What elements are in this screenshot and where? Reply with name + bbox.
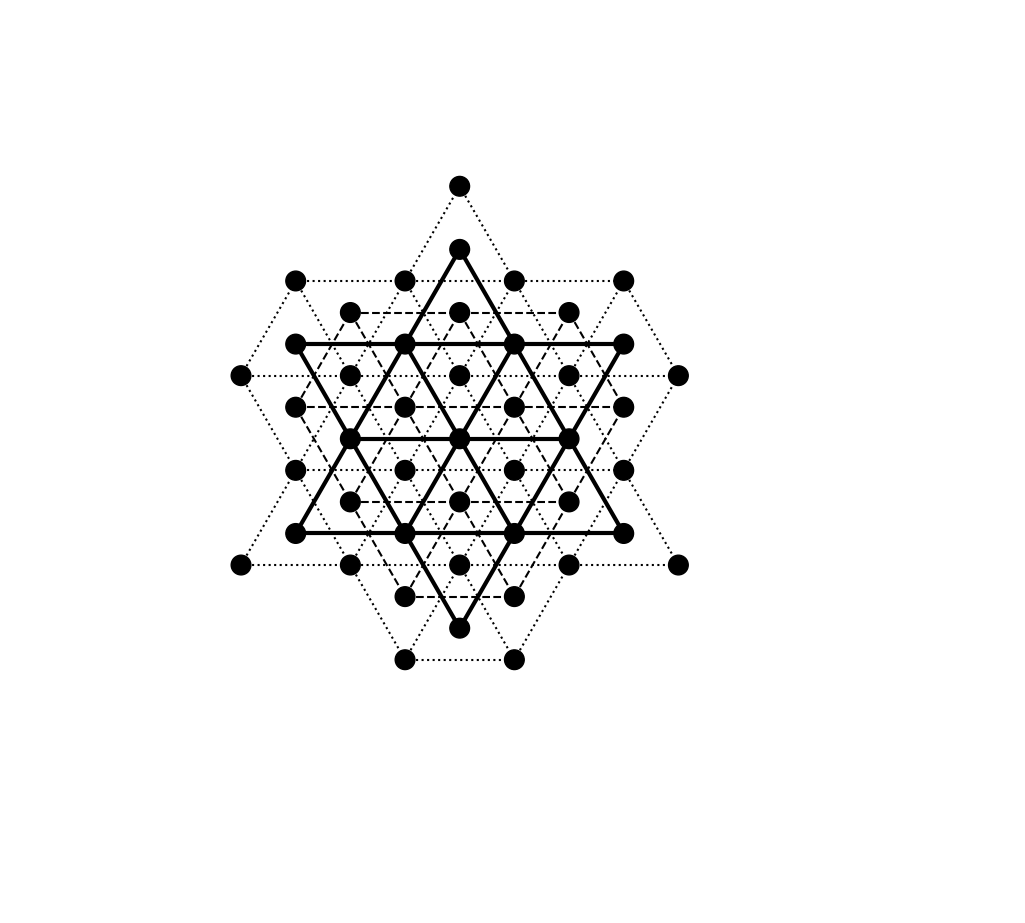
Circle shape bbox=[286, 334, 305, 354]
Circle shape bbox=[504, 334, 524, 354]
Circle shape bbox=[286, 271, 305, 291]
Circle shape bbox=[450, 240, 469, 259]
Circle shape bbox=[560, 429, 579, 449]
Circle shape bbox=[396, 398, 415, 417]
Circle shape bbox=[340, 429, 360, 449]
Circle shape bbox=[560, 556, 579, 575]
Circle shape bbox=[340, 303, 360, 322]
Circle shape bbox=[560, 303, 579, 322]
Circle shape bbox=[504, 650, 524, 669]
Circle shape bbox=[504, 271, 524, 291]
Circle shape bbox=[286, 461, 305, 480]
Circle shape bbox=[504, 461, 524, 480]
Circle shape bbox=[614, 334, 633, 354]
Circle shape bbox=[504, 398, 524, 417]
Circle shape bbox=[450, 303, 469, 322]
Circle shape bbox=[614, 461, 633, 480]
Circle shape bbox=[560, 366, 579, 386]
Circle shape bbox=[450, 429, 469, 449]
Circle shape bbox=[450, 556, 469, 575]
Circle shape bbox=[396, 650, 415, 669]
Circle shape bbox=[450, 618, 469, 638]
Circle shape bbox=[340, 492, 360, 511]
Circle shape bbox=[614, 271, 633, 291]
Circle shape bbox=[396, 523, 415, 544]
Circle shape bbox=[396, 334, 415, 354]
Circle shape bbox=[504, 587, 524, 606]
Circle shape bbox=[396, 587, 415, 606]
Circle shape bbox=[340, 366, 360, 386]
Circle shape bbox=[504, 523, 524, 544]
Circle shape bbox=[396, 461, 415, 480]
Circle shape bbox=[232, 366, 251, 386]
Circle shape bbox=[668, 366, 688, 386]
Circle shape bbox=[668, 556, 688, 575]
Circle shape bbox=[396, 271, 415, 291]
Circle shape bbox=[614, 398, 633, 417]
Circle shape bbox=[614, 523, 633, 544]
Circle shape bbox=[560, 492, 579, 511]
Circle shape bbox=[286, 523, 305, 544]
Circle shape bbox=[286, 398, 305, 417]
Circle shape bbox=[450, 366, 469, 386]
Circle shape bbox=[340, 556, 360, 575]
Circle shape bbox=[450, 176, 469, 196]
Circle shape bbox=[232, 556, 251, 575]
Circle shape bbox=[450, 492, 469, 511]
